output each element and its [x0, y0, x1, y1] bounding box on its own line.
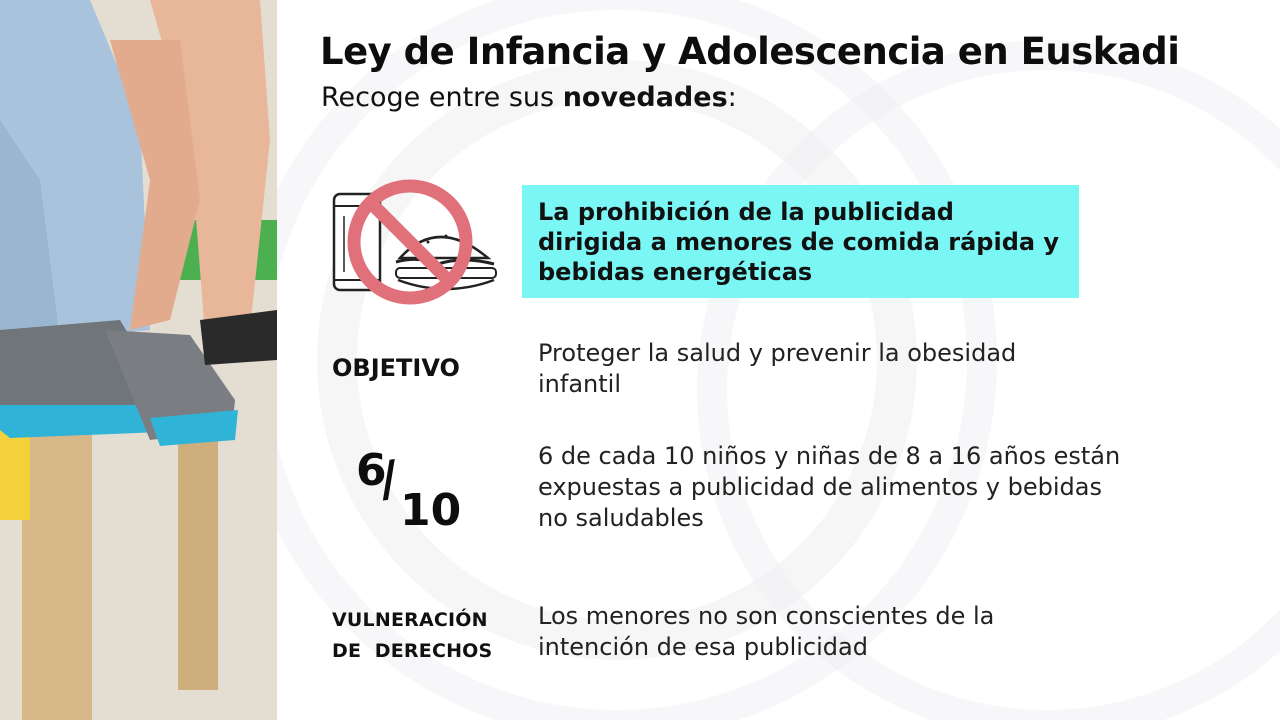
fraction-slash: /	[376, 450, 402, 508]
page-title: Ley de Infancia y Adolescencia en Euskad…	[320, 30, 1180, 73]
statistic-text: 6 de cada 10 niños y niñas de 8 a 16 año…	[538, 442, 1121, 532]
six-of-ten-statistic: 6 / 10	[350, 445, 470, 540]
subtitle-prefix: Recoge entre sus	[321, 82, 563, 113]
rights-label-line2: DE DERECHOS	[332, 640, 493, 662]
no-fast-food-icon	[328, 176, 503, 310]
background-rings	[277, 0, 1280, 720]
objective-text: Proteger la salud y prevenir la obesidad…	[538, 339, 1017, 398]
page-subtitle: Recoge entre sus novedades:	[321, 82, 737, 113]
fraction-denominator: 10	[400, 485, 462, 536]
fraction-numerator: 6	[356, 445, 387, 496]
subtitle-emphasis: novedades	[562, 82, 728, 113]
rights-violation-text: Los menores no son conscientes de la int…	[538, 602, 995, 661]
rights-violation-label: VULNERACIÓN DE DERECHOS	[332, 605, 492, 667]
prohibition-highlight-box: La prohibición de la publicidad dirigida…	[522, 185, 1079, 298]
children-legs-photo	[0, 0, 277, 720]
prohibition-text: La prohibición de la publicidad dirigida…	[538, 198, 1060, 286]
objective-label: OBJETIVO	[332, 354, 460, 382]
subtitle-suffix: :	[727, 82, 737, 113]
rights-label-line1: VULNERACIÓN	[332, 609, 488, 631]
